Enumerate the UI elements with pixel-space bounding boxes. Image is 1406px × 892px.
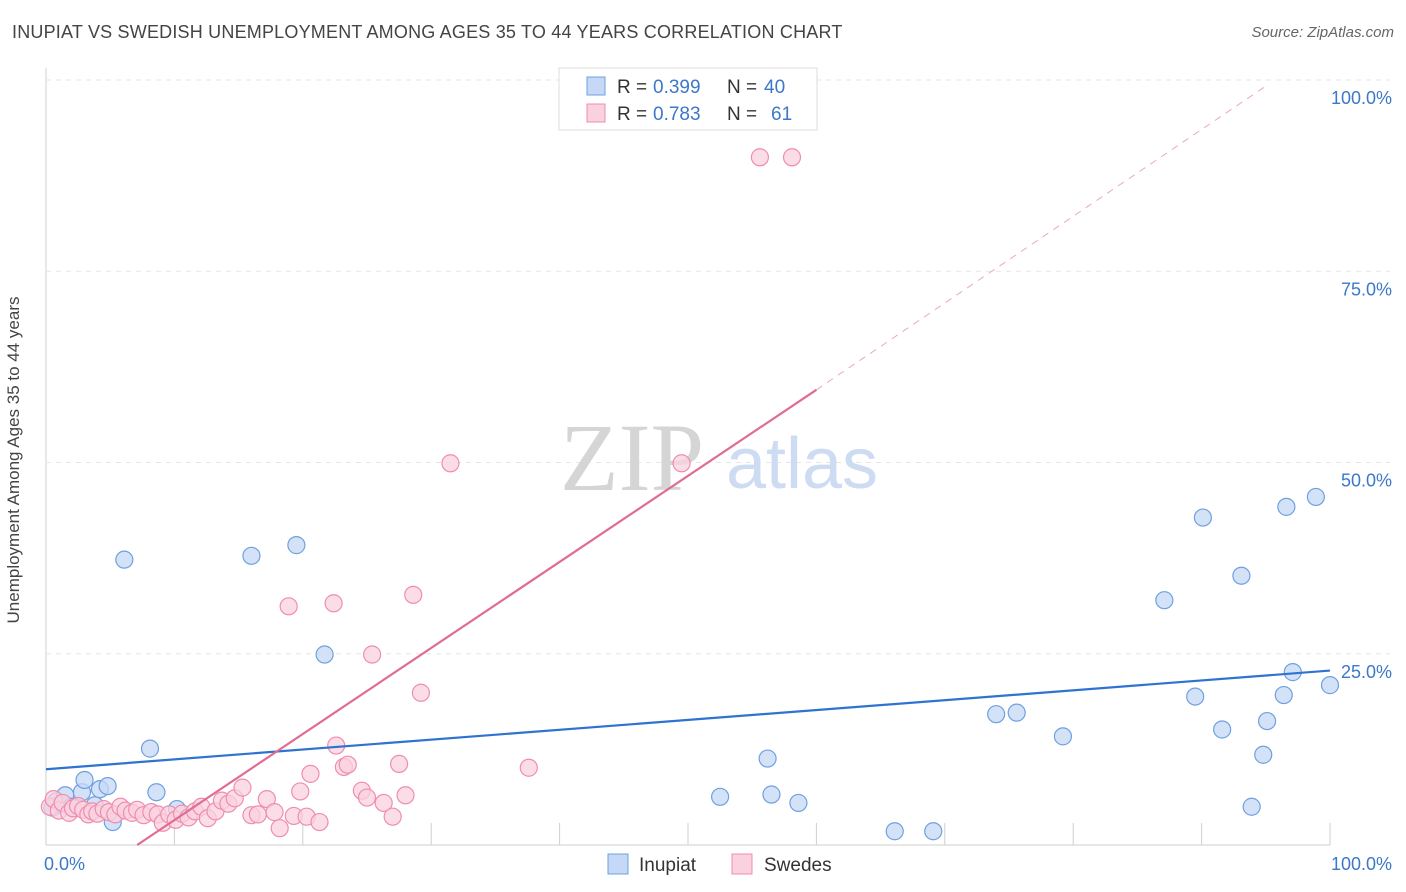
- point-inupiat: [762, 785, 781, 804]
- point-inupiat: [75, 770, 94, 790]
- point-inupiat: [924, 822, 943, 841]
- point-swedes: [248, 805, 267, 824]
- x-tick-marks: [45, 823, 1331, 845]
- point-inupiat: [287, 536, 306, 555]
- legend-top: R = 0.399 N = 40 R = 0.783 N = 61: [558, 67, 818, 131]
- legend-bottom-swatch-inupiat: [607, 853, 629, 875]
- y-tick-label: 50.0%: [1341, 471, 1392, 491]
- point-inupiat: [1155, 591, 1174, 610]
- point-swedes: [301, 764, 320, 783]
- legend-r-label-swedes: R =: [617, 104, 647, 125]
- point-inupiat: [1320, 676, 1340, 695]
- point-swedes: [374, 793, 393, 813]
- point-swedes: [672, 454, 691, 473]
- trend-line-inupiat: [45, 669, 1331, 771]
- point-swedes: [324, 594, 343, 613]
- legend-swatch-swedes: [586, 103, 606, 123]
- legend-r-value-swedes: 0.783: [653, 104, 701, 125]
- point-inupiat: [1186, 687, 1205, 706]
- point-swedes: [270, 819, 289, 838]
- y-tick-labels: 25.0% 50.0% 75.0% 100.0%: [1331, 88, 1392, 682]
- point-swedes: [265, 803, 284, 822]
- point-swedes: [363, 645, 382, 664]
- watermark-atlas: atlas: [726, 424, 878, 504]
- x-tick-label-max: 100.0%: [1331, 854, 1392, 874]
- y-tick-label: 25.0%: [1341, 662, 1392, 682]
- trend-line-extension-swedes: [816, 85, 1267, 391]
- point-swedes: [338, 755, 357, 774]
- point-inupiat: [1306, 487, 1325, 507]
- point-swedes: [390, 754, 409, 774]
- point-inupiat: [1254, 745, 1273, 764]
- chart-title: INUPIAT VS SWEDISH UNEMPLOYMENT AMONG AG…: [12, 22, 843, 42]
- point-swedes: [404, 585, 423, 604]
- point-inupiat: [242, 546, 261, 565]
- point-inupiat: [1277, 497, 1296, 516]
- legend-bottom-swatch-swedes: [731, 853, 753, 875]
- point-inupiat: [789, 793, 808, 813]
- point-inupiat: [147, 783, 166, 802]
- point-inupiat: [115, 550, 134, 569]
- y-tick-label: 100.0%: [1331, 88, 1392, 108]
- legend-n-label-inupiat: N =: [727, 77, 757, 98]
- legend-n-value-swedes: 61: [771, 104, 792, 125]
- y-tick-label: 75.0%: [1341, 279, 1392, 299]
- x-tick-label-min: 0.0%: [44, 854, 85, 874]
- watermark: ZIP atlas: [560, 404, 878, 511]
- point-inupiat: [710, 787, 730, 806]
- point-inupiat: [140, 739, 160, 758]
- point-swedes: [782, 148, 802, 167]
- legend-r-label-inupiat: R =: [617, 77, 647, 98]
- point-inupiat: [1053, 727, 1073, 746]
- point-swedes: [519, 758, 538, 777]
- point-inupiat: [1274, 685, 1293, 705]
- series-swedes: [40, 148, 802, 838]
- point-inupiat: [987, 705, 1006, 724]
- legend-swatch-inupiat: [586, 76, 606, 96]
- point-inupiat: [1257, 711, 1277, 731]
- source-label: Source: ZipAtlas.com: [1251, 24, 1394, 41]
- point-inupiat: [315, 645, 334, 664]
- legend-r-value-inupiat: 0.399: [653, 77, 701, 98]
- point-inupiat: [758, 749, 777, 768]
- legend-n-label-swedes: N =: [727, 104, 757, 125]
- point-inupiat: [885, 822, 904, 841]
- legend-bottom-label-swedes: Swedes: [764, 855, 832, 876]
- legend-bottom: Inupiat Swedes: [607, 853, 832, 876]
- point-swedes: [441, 454, 460, 473]
- point-swedes: [357, 788, 377, 807]
- point-inupiat: [1213, 720, 1232, 739]
- point-swedes: [279, 597, 298, 616]
- point-swedes: [383, 807, 402, 826]
- legend-bottom-label-inupiat: Inupiat: [639, 855, 697, 876]
- point-inupiat: [1193, 508, 1212, 527]
- y-axis-label-wrap: Unemployment Among Ages 35 to 44 years: [4, 270, 24, 624]
- trend-layer: [45, 85, 1331, 846]
- point-swedes: [233, 778, 252, 797]
- legend-n-value-inupiat: 40: [764, 77, 785, 98]
- point-inupiat: [1007, 703, 1026, 722]
- point-inupiat: [1232, 566, 1251, 585]
- point-inupiat: [1242, 797, 1261, 816]
- axis-labels: 0.0% 100.0%: [44, 854, 1392, 874]
- trend-line-swedes: [136, 388, 818, 846]
- point-swedes: [396, 786, 415, 805]
- point-swedes: [291, 782, 310, 801]
- point-swedes: [310, 812, 329, 832]
- point-swedes: [750, 148, 770, 167]
- point-inupiat: [98, 776, 117, 796]
- point-swedes: [411, 683, 431, 702]
- y-axis-label: Unemployment Among Ages 35 to 44 years: [4, 296, 23, 624]
- series-layer: [40, 148, 1340, 841]
